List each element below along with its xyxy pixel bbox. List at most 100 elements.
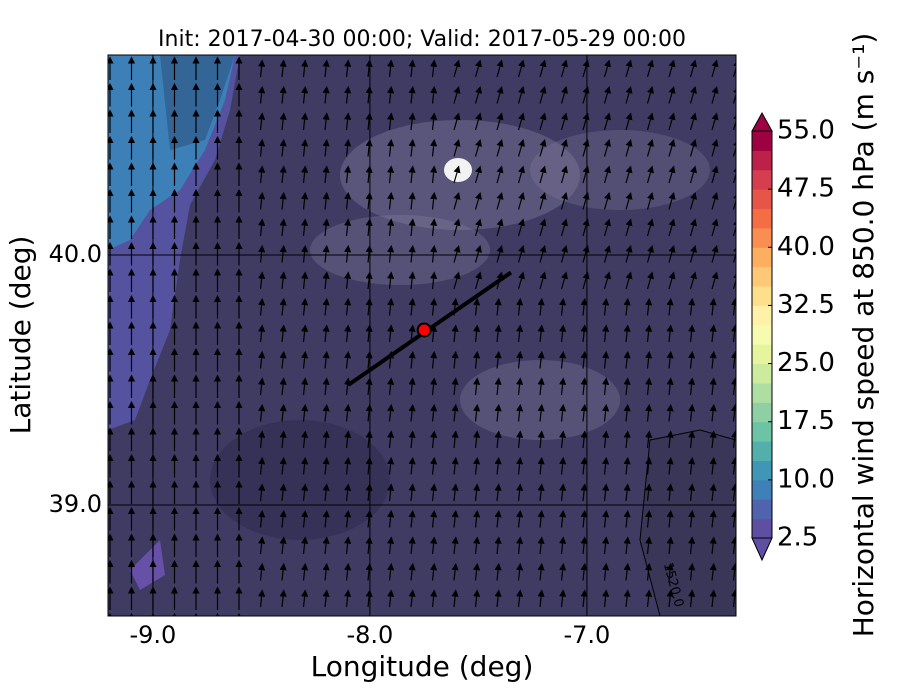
wind-arrow xyxy=(430,138,438,157)
wind-arrow xyxy=(387,483,395,502)
wind-arrow xyxy=(666,509,674,528)
wind-arrow xyxy=(258,271,266,290)
wind-arrow xyxy=(494,589,502,608)
wind-arrow xyxy=(344,403,352,422)
colorbar-bin xyxy=(752,169,772,190)
wind-arrow xyxy=(258,430,266,449)
wind-arrow xyxy=(623,589,631,608)
wind-arrow xyxy=(646,139,654,157)
wind-arrow xyxy=(365,85,373,104)
wind-arrow xyxy=(494,456,502,475)
wind-arrow xyxy=(666,615,674,616)
wind-arrow xyxy=(731,297,736,316)
wind-arrow xyxy=(430,324,438,343)
wind-arrow xyxy=(731,377,736,396)
wind-arrow xyxy=(539,112,547,131)
wind-arrow xyxy=(279,562,287,581)
wind-arrow xyxy=(430,615,438,616)
wind-arrow xyxy=(301,324,309,343)
wind-arrow xyxy=(582,165,590,184)
colorbar-bin xyxy=(752,499,772,520)
colorbar-tick-label: 47.5 xyxy=(777,174,835,204)
wind-arrow xyxy=(430,403,438,422)
wind-arrow xyxy=(474,86,482,104)
wind-arrow xyxy=(582,139,590,157)
wind-arrow xyxy=(494,509,502,528)
wind-arrow xyxy=(473,297,481,316)
wind-arrow xyxy=(709,350,717,369)
wind-arrow xyxy=(408,138,416,157)
colorbar-bin xyxy=(752,305,772,326)
colorbar-bin xyxy=(752,131,772,151)
wind-arrow xyxy=(430,562,438,581)
x-axis-label: Longitude (deg) xyxy=(311,650,534,683)
wind-arrow xyxy=(603,165,611,184)
wind-arrow xyxy=(322,350,330,369)
wind-arrow xyxy=(688,615,696,616)
wind-arrow xyxy=(344,456,352,475)
wind-arrow xyxy=(731,615,736,616)
wind-arrow xyxy=(625,165,633,184)
wind-arrow xyxy=(430,191,438,210)
wind-arrow xyxy=(709,324,717,343)
wind-arrow xyxy=(365,271,373,290)
wind-arrow xyxy=(279,59,287,78)
wind-arrow xyxy=(602,403,610,422)
wind-arrow xyxy=(279,456,287,475)
wind-arrow xyxy=(322,536,330,555)
wind-arrow xyxy=(539,271,547,290)
wind-arrow xyxy=(494,615,502,616)
wind-arrow xyxy=(408,350,416,369)
y-tick-label: 40.0 xyxy=(49,240,102,268)
wind-arrow xyxy=(322,324,330,343)
wind-arrow xyxy=(603,271,611,290)
wind-arrow xyxy=(580,536,588,555)
wind-arrow xyxy=(517,86,525,104)
colorbar-bin xyxy=(752,286,772,306)
wind-arrow xyxy=(430,59,438,78)
colorbar-tick-label: 17.5 xyxy=(777,406,835,436)
wind-arrow xyxy=(408,85,416,104)
wind-arrow xyxy=(365,165,373,184)
wind-arrow xyxy=(645,403,653,422)
wind-arrow xyxy=(387,59,395,78)
wind-arrow xyxy=(580,509,588,528)
colorbar-frame xyxy=(751,130,773,539)
wind-arrow xyxy=(709,562,717,581)
wind-arrow xyxy=(689,139,697,157)
wind-arrow xyxy=(666,324,674,343)
wind-arrow xyxy=(559,456,567,475)
wind-arrow xyxy=(279,324,287,343)
wind-arrow xyxy=(516,377,524,396)
wind-arrow xyxy=(666,377,674,396)
wind-arrow xyxy=(279,536,287,555)
wind-arrow xyxy=(453,112,461,131)
colorbar-bin xyxy=(752,324,772,345)
wind-arrow xyxy=(408,59,416,78)
colorbar-extend-bottom xyxy=(751,537,773,562)
wind-arrow xyxy=(494,403,502,422)
colorbar-tick-label: 25.0 xyxy=(777,348,835,378)
wind-arrow xyxy=(623,297,631,316)
wind-arrow xyxy=(602,377,610,396)
wind-arrow xyxy=(387,377,395,396)
wind-arrow xyxy=(517,139,525,157)
wind-arrow xyxy=(688,483,696,502)
colorbar-bin xyxy=(752,344,772,365)
wind-arrow xyxy=(365,430,373,449)
wind-arrow xyxy=(731,403,736,422)
wind-arrow xyxy=(473,509,481,528)
wind-arrow xyxy=(322,191,330,210)
wind-arrow xyxy=(494,324,502,343)
wind-arrow xyxy=(322,615,330,616)
wind-arrow xyxy=(279,350,287,369)
wind-arrow xyxy=(689,218,697,237)
wind-arrow xyxy=(709,509,717,528)
wind-arrow xyxy=(344,218,352,237)
wind-arrow xyxy=(474,271,482,290)
wind-arrow xyxy=(258,562,266,581)
wind-arrow xyxy=(387,191,395,210)
wind-arrow xyxy=(689,165,697,184)
wind-arrow xyxy=(451,509,459,528)
